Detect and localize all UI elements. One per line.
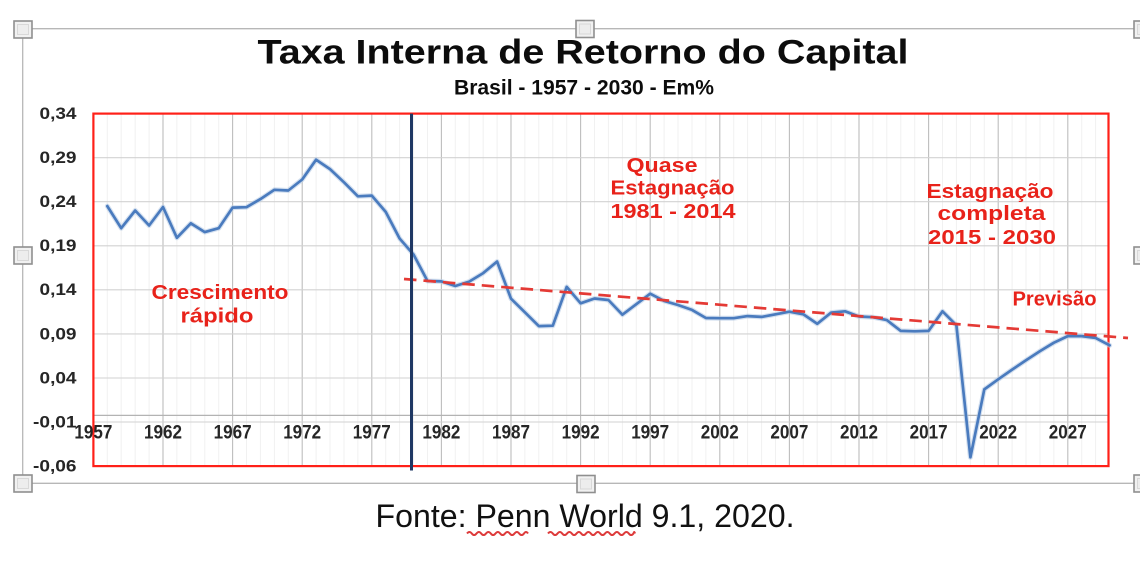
svg-text:1957: 1957 <box>74 422 112 444</box>
svg-text:Brasil - 1957 - 2030 - Em%: Brasil - 1957 - 2030 - Em% <box>454 77 714 100</box>
svg-text:Crescimento: Crescimento <box>152 282 289 304</box>
svg-text:Estagnação: Estagnação <box>927 181 1054 203</box>
svg-text:completa: completa <box>938 203 1047 225</box>
svg-text:0,04: 0,04 <box>40 368 78 387</box>
svg-text:rápido: rápido <box>181 306 254 328</box>
svg-text:-0,01: -0,01 <box>33 412 77 431</box>
svg-text:1982: 1982 <box>422 422 460 444</box>
svg-text:Taxa Interna de Retorno do Cap: Taxa Interna de Retorno do Capital <box>258 34 909 72</box>
svg-text:1972: 1972 <box>283 422 321 444</box>
svg-text:1967: 1967 <box>214 422 252 444</box>
svg-text:2017: 2017 <box>910 422 948 444</box>
svg-text:2002: 2002 <box>701 422 739 444</box>
svg-text:0,19: 0,19 <box>40 236 77 255</box>
svg-text:0,34: 0,34 <box>40 104 78 123</box>
svg-text:2027: 2027 <box>1049 422 1087 444</box>
svg-text:2007: 2007 <box>770 422 808 444</box>
svg-text:Fonte: Penn World 9.1, 2020.: Fonte: Penn World 9.1, 2020. <box>376 497 795 534</box>
svg-text:1997: 1997 <box>631 422 669 444</box>
svg-text:0,14: 0,14 <box>40 280 78 299</box>
svg-text:1987: 1987 <box>492 422 530 444</box>
svg-text:1962: 1962 <box>144 422 182 444</box>
svg-text:2012: 2012 <box>840 422 878 444</box>
svg-text:-0,06: -0,06 <box>33 457 77 476</box>
svg-text:Quase: Quase <box>627 155 698 177</box>
svg-text:Estagnação: Estagnação <box>611 178 735 200</box>
svg-text:2015 - 2030: 2015 - 2030 <box>928 227 1056 249</box>
svg-text:1977: 1977 <box>353 422 391 444</box>
svg-text:0,24: 0,24 <box>40 192 78 211</box>
svg-text:1981 - 2014: 1981 - 2014 <box>611 201 737 223</box>
svg-text:Previsão: Previsão <box>1013 289 1097 311</box>
svg-text:2022: 2022 <box>979 422 1017 444</box>
svg-text:0,09: 0,09 <box>40 324 77 343</box>
svg-text:1992: 1992 <box>562 422 600 444</box>
svg-text:0,29: 0,29 <box>40 148 77 167</box>
